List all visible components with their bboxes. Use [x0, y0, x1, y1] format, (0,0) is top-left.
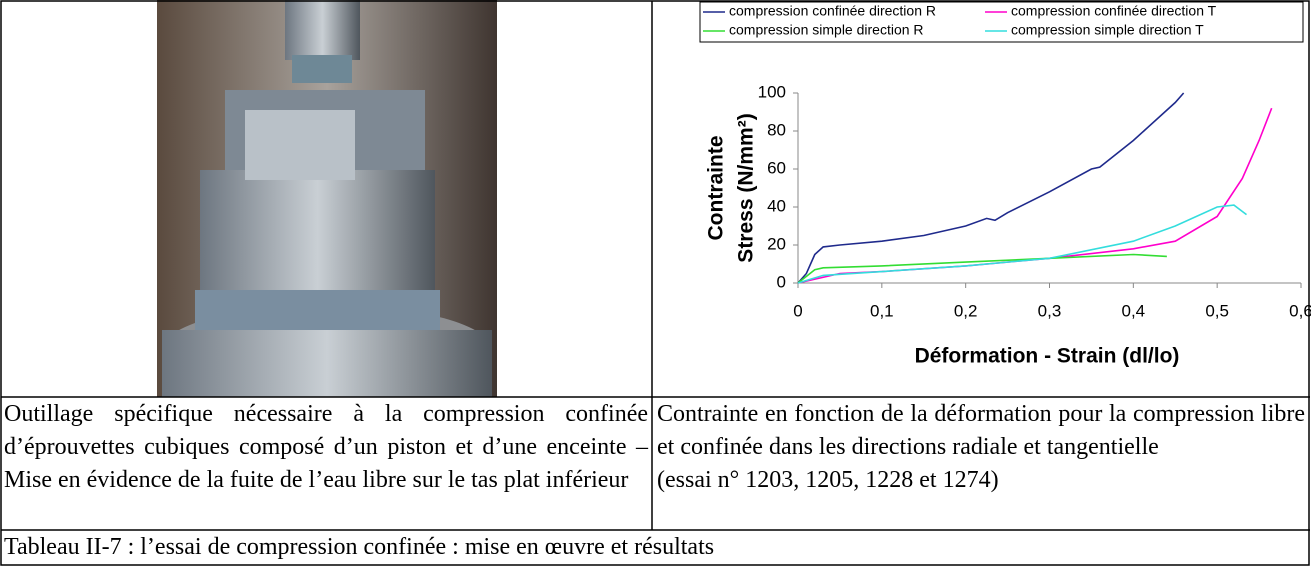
y-tick-label: 100	[758, 82, 786, 101]
series-line	[797, 107, 1273, 284]
y-tick-label: 60	[767, 158, 786, 177]
legend-box	[699, 1, 1304, 43]
y-axis-title-line: Contrainte	[705, 136, 728, 241]
series-line	[797, 253, 1167, 284]
y-tick-label: 80	[767, 120, 786, 139]
legend-label: compression simple direction R	[729, 22, 924, 38]
y-tick-label: 40	[767, 196, 786, 215]
legend-label: compression confinée direction T	[1011, 3, 1217, 19]
caption-left: Outillage spécifique nécessaire à la com…	[4, 401, 648, 493]
x-tick-label: 0,1	[870, 301, 894, 320]
y-axis-title-line: Stress (N/mm²)	[735, 113, 758, 262]
x-axis-title: Déformation - Strain (dl/lo)	[915, 345, 1180, 368]
caption-right: Contrainte en fonction de la déformation…	[657, 398, 1305, 497]
series-line	[797, 92, 1185, 284]
x-tick-label: 0,6	[1289, 301, 1311, 320]
table-caption: Tableau II-7 : l’essai de compression co…	[4, 534, 715, 560]
caption-text: (essai n° 1203, 1205, 1228 et 1274)	[657, 467, 999, 493]
photo	[157, 0, 497, 397]
legend-label: compression simple direction T	[1011, 22, 1204, 38]
y-axis-title: Contrainte Stress (N/mm²)	[705, 113, 758, 262]
x-tick-label: 0,4	[1122, 301, 1146, 320]
x-tick-label: 0,2	[954, 301, 978, 320]
y-tick-label: 0	[777, 272, 786, 291]
caption-text: Contrainte en fonction de la déformation…	[657, 401, 1305, 460]
x-tick-label: 0,5	[1205, 301, 1229, 320]
y-tick-label: 20	[767, 234, 786, 253]
x-tick-label: 0,3	[1038, 301, 1062, 320]
series-line	[797, 204, 1247, 284]
x-tick-label: 0	[793, 301, 802, 320]
legend-label: compression confinée direction R	[729, 3, 936, 19]
